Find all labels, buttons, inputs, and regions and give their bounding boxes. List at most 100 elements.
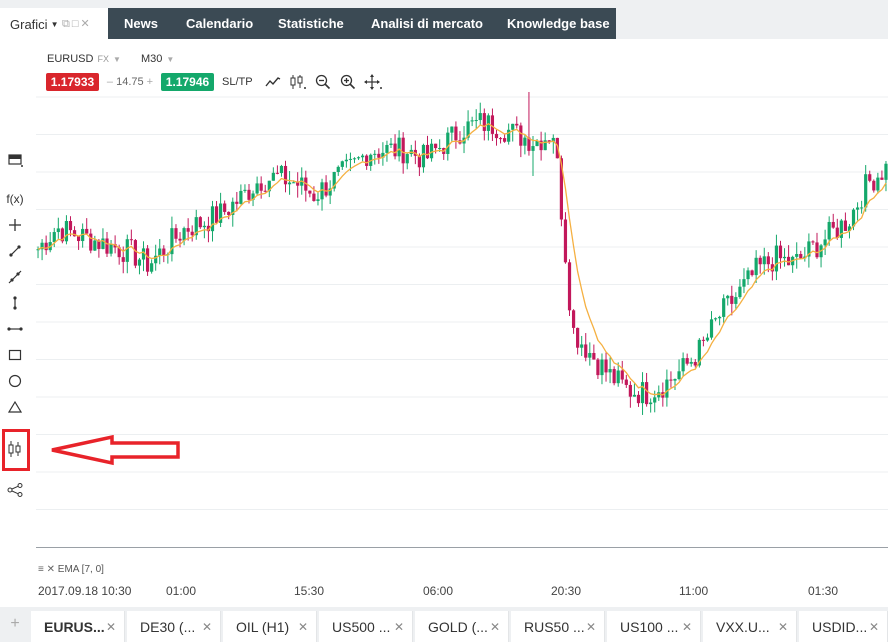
trendline-icon[interactable] — [4, 240, 26, 262]
minus-icon[interactable]: – — [106, 76, 114, 88]
zoom-in-icon[interactable] — [338, 74, 357, 90]
candle-body — [296, 182, 300, 186]
candle-body — [206, 225, 211, 232]
popout-icon[interactable]: ⧉ — [62, 18, 72, 30]
instrument-tab[interactable]: US500 ... ✕ — [319, 611, 413, 642]
panel-icon[interactable] — [4, 149, 26, 171]
candle-body — [726, 295, 730, 299]
nav-statistiche[interactable]: Statistiche — [278, 16, 344, 31]
instrument-tab[interactable]: VXX.U... ✕ — [703, 611, 797, 642]
vertical-line-icon[interactable] — [4, 292, 26, 314]
crosshair-tool-icon[interactable] — [4, 214, 26, 236]
instrument-tab[interactable]: OIL (H1) ✕ — [223, 611, 317, 642]
candlestick-settings-icon[interactable] — [288, 74, 307, 90]
close-icon[interactable]: ✕ — [80, 18, 92, 30]
candle-body — [616, 370, 620, 384]
function-icon[interactable]: f(x) — [6, 192, 24, 206]
add-tab-icon[interactable]: + — [10, 615, 20, 632]
candle-body — [860, 207, 864, 209]
candle-body — [125, 239, 129, 262]
buy-button[interactable]: 1.17946 — [161, 73, 214, 91]
candle-body — [129, 239, 133, 241]
ray-icon[interactable] — [4, 266, 26, 288]
nav-knowledge-base[interactable]: Knowledge base — [507, 16, 610, 31]
candle-body — [831, 221, 835, 228]
candle-body — [89, 233, 93, 251]
close-tab-icon[interactable]: ✕ — [489, 620, 500, 634]
close-tab-icon[interactable]: ✕ — [868, 620, 879, 634]
candle-body — [405, 154, 409, 164]
maximize-icon[interactable]: □ — [71, 18, 81, 30]
candle-body — [186, 228, 190, 232]
tab-grafici[interactable]: Grafici ▼ ⧉□✕ — [0, 8, 108, 39]
indicator-label[interactable]: ≡ ✕ EMA [7, 0] — [38, 564, 104, 575]
candlestick-icon[interactable] — [4, 438, 26, 460]
candle-body — [604, 359, 608, 373]
candle-body — [868, 174, 872, 181]
candle-body — [876, 177, 880, 191]
ema-line — [37, 122, 887, 396]
instrument-tab[interactable]: GOLD (... ✕ — [415, 611, 509, 642]
close-tab-icon[interactable]: ✕ — [585, 620, 596, 634]
candle-body — [182, 228, 186, 241]
main-nav: News Calendario Statistiche Analisi di m… — [108, 8, 616, 39]
candle-body — [438, 147, 442, 149]
nav-news[interactable]: News — [124, 16, 158, 31]
close-tab-icon[interactable]: ✕ — [393, 620, 404, 634]
line-chart-icon[interactable] — [263, 74, 282, 90]
plus-icon[interactable]: + — [146, 76, 154, 88]
instrument-tab[interactable]: DE30 (... ✕ — [127, 611, 221, 642]
sell-button[interactable]: 1.17933 — [46, 73, 99, 91]
candle-body — [235, 201, 239, 204]
close-tab-icon[interactable]: ✕ — [681, 620, 692, 634]
instrument-tab-label: US500 ... — [332, 619, 391, 635]
candle-body — [356, 157, 361, 159]
candle-body — [389, 143, 393, 145]
candle-body — [56, 228, 60, 233]
x-axis-label: 15:30 — [294, 584, 325, 598]
rectangle-icon[interactable] — [4, 344, 26, 366]
candle-body — [421, 144, 426, 168]
timeframe-selector[interactable]: M30 ▼ — [141, 53, 174, 65]
close-tab-icon[interactable]: ✕ — [297, 620, 308, 634]
nav-calendario[interactable]: Calendario — [186, 16, 254, 31]
candle-body — [681, 358, 685, 372]
chevron-down-icon: ▼ — [112, 55, 121, 64]
candle-body — [567, 262, 572, 311]
close-tab-icon[interactable]: ✕ — [105, 620, 116, 634]
candle-body — [267, 180, 271, 192]
spread-value: 14.75 — [116, 76, 144, 88]
candle-body — [515, 123, 519, 126]
caret-down-icon[interactable]: ▼ — [50, 20, 59, 29]
candle-body — [551, 137, 555, 142]
instrument-tab[interactable]: USDID... ✕ — [799, 611, 888, 642]
sltp-button[interactable]: SL/TP — [222, 76, 253, 88]
candle-body — [778, 245, 783, 259]
candle-body — [563, 219, 568, 263]
candle-body — [503, 138, 507, 142]
market-tag: FX — [97, 54, 109, 64]
bottom-tabs: + EURUS... ✕ DE30 (... ✕ OIL (H1) ✕ US500 .… — [0, 607, 888, 642]
candle-body — [446, 132, 450, 154]
close-tab-icon[interactable]: ✕ — [201, 620, 212, 634]
close-tab-icon[interactable]: ✕ — [777, 620, 788, 634]
instrument-tab[interactable]: US100 ... ✕ — [607, 611, 701, 642]
candle-body — [113, 244, 117, 248]
candle-body — [523, 137, 527, 146]
crosshair-icon[interactable] — [363, 74, 382, 90]
horizontal-line-icon[interactable] — [4, 318, 26, 340]
price-chart[interactable] — [36, 92, 888, 547]
chevron-down-icon: ▼ — [166, 55, 175, 64]
candle-body — [352, 158, 357, 160]
triangle-icon[interactable] — [4, 396, 26, 418]
circle-icon[interactable] — [4, 370, 26, 392]
instrument-tab[interactable]: EURUS... ✕ — [31, 611, 125, 642]
candle-body — [198, 217, 202, 228]
instrument-tab[interactable]: RUS50 ... ✕ — [511, 611, 605, 642]
symbol-selector[interactable]: EURUSD FX ▼ — [47, 53, 121, 65]
zoom-out-icon[interactable] — [313, 74, 332, 90]
indicator-settings-icon[interactable]: ≡ ✕ — [38, 564, 55, 575]
share-icon[interactable] — [4, 479, 26, 501]
nav-analisi-di-mercato[interactable]: Analisi di mercato — [371, 16, 483, 31]
candle-body — [105, 238, 109, 254]
